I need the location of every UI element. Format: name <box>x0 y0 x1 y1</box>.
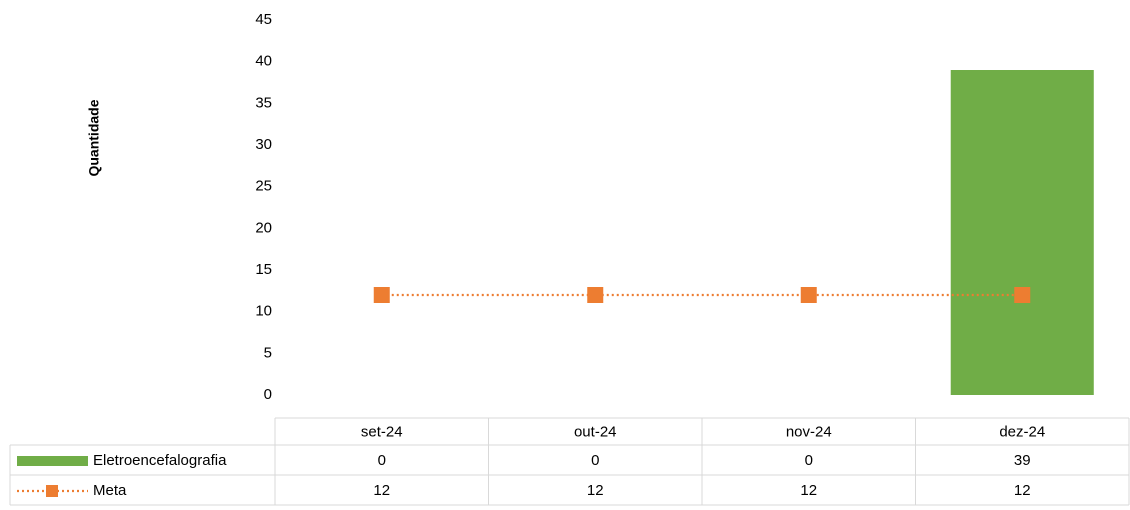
table-value: 0 <box>378 452 386 469</box>
y-tick-label: 45 <box>255 11 272 28</box>
y-axis-label: Quantidade <box>86 99 102 176</box>
line-marker <box>1014 287 1031 303</box>
y-tick-label: 10 <box>255 303 272 320</box>
y-tick-label: 40 <box>255 53 272 70</box>
table-value: 0 <box>805 452 813 469</box>
line-marker <box>800 287 817 303</box>
table-value: 39 <box>1014 452 1031 469</box>
line-marker <box>587 287 604 303</box>
y-tick-label: 35 <box>255 94 272 111</box>
legend-key <box>46 485 58 497</box>
table-value: 0 <box>591 452 599 469</box>
y-tick-label: 15 <box>255 261 272 278</box>
table-value: 12 <box>373 482 390 499</box>
legend-key <box>17 456 88 466</box>
x-tick-label: out-24 <box>574 423 617 440</box>
legend-label: Meta <box>93 482 127 499</box>
x-tick-label: dez-24 <box>999 423 1045 440</box>
table-value: 12 <box>800 482 817 499</box>
y-tick-label: 25 <box>255 178 272 195</box>
y-tick-label: 20 <box>255 219 272 236</box>
x-tick-label: set-24 <box>361 423 403 440</box>
table-value: 12 <box>1014 482 1031 499</box>
y-tick-label: 0 <box>264 386 272 403</box>
x-tick-label: nov-24 <box>786 423 832 440</box>
bar <box>950 70 1094 395</box>
line-marker <box>373 287 390 303</box>
y-tick-label: 5 <box>264 344 272 361</box>
table-value: 12 <box>587 482 604 499</box>
y-tick-label: 30 <box>255 136 272 153</box>
legend-label: Eletroencefalografia <box>93 452 227 469</box>
